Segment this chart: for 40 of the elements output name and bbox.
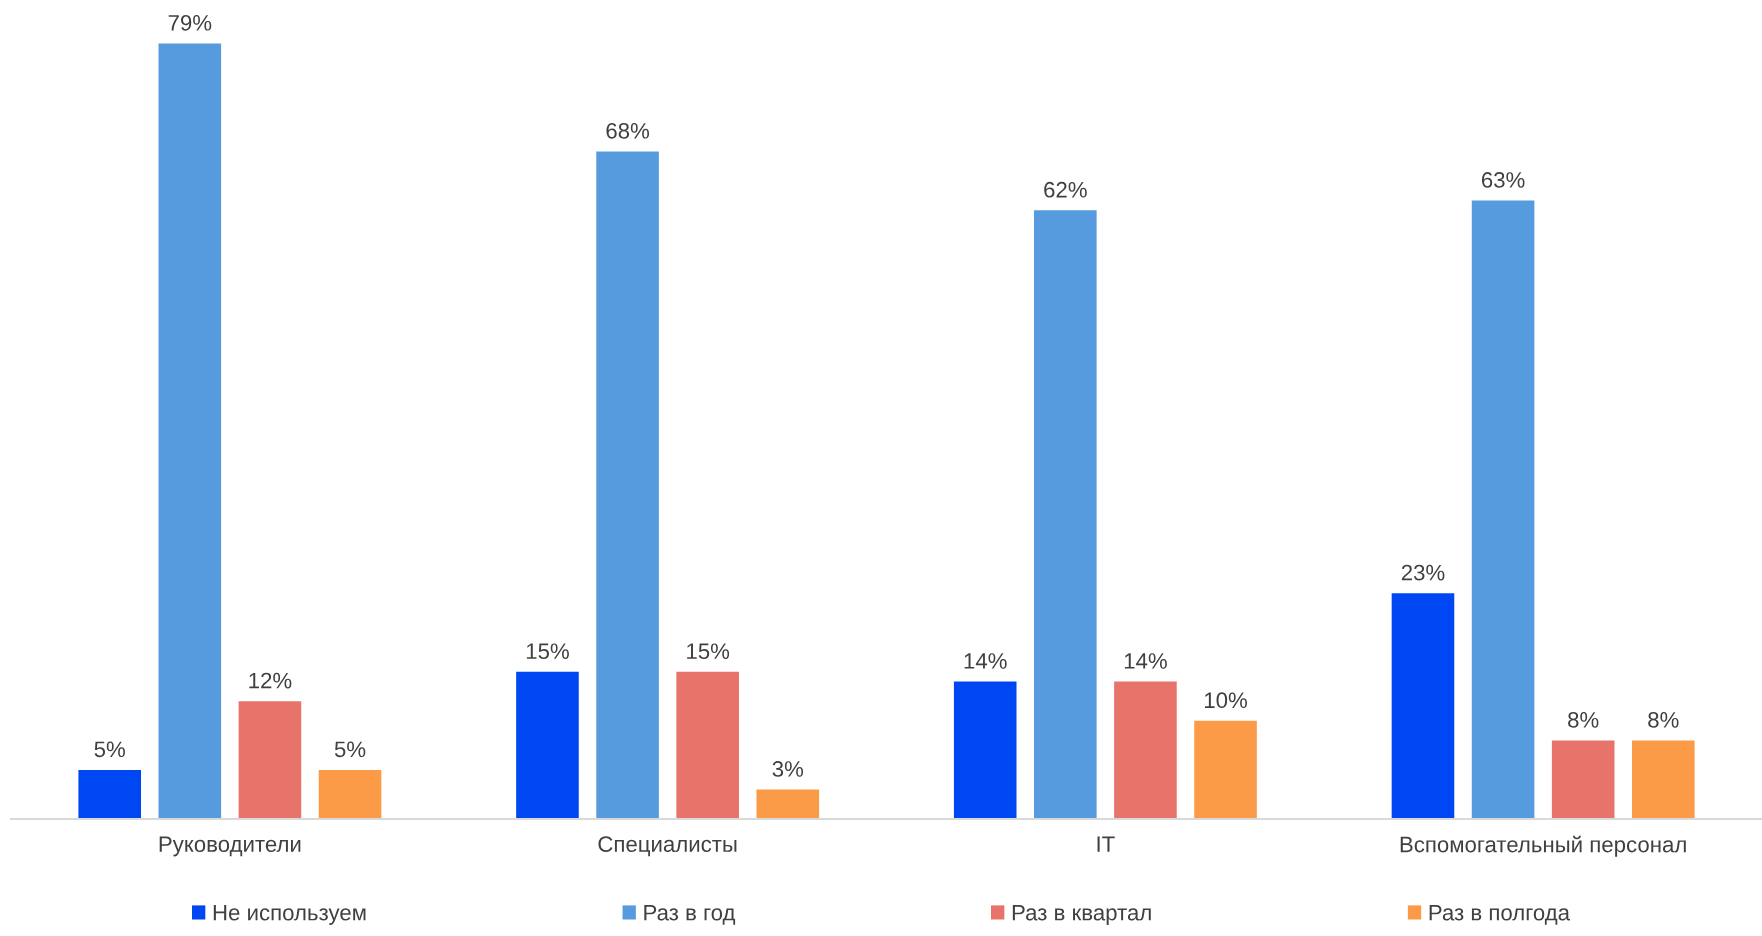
data-label: 63% (1481, 172, 1525, 188)
bar (953, 681, 1017, 819)
data-label: 15% (687, 643, 730, 660)
data-label: 15% (526, 643, 569, 660)
bar (516, 671, 579, 819)
bar (596, 151, 659, 819)
bar (676, 671, 739, 819)
x-tick-label: Вспомогательный персонал (1400, 835, 1686, 857)
legend-label: Не используем (213, 904, 366, 925)
data-label: 12% (249, 672, 292, 689)
data-label: 23% (1401, 564, 1445, 581)
x-tick-label: Специалисты (598, 836, 737, 857)
data-label: 79% (168, 14, 212, 31)
data-label: 14% (1124, 653, 1167, 669)
bar (1194, 720, 1257, 819)
data-label: 3% (772, 761, 804, 777)
bar (1631, 740, 1695, 819)
data-label: 5% (94, 741, 125, 758)
data-label: 10% (1204, 692, 1247, 709)
bar (1114, 681, 1177, 819)
bar (318, 769, 382, 819)
bar (238, 701, 302, 819)
legend-label: Раз в квартал (1012, 904, 1151, 925)
x-tick-label: IT (1097, 836, 1115, 852)
bar (1471, 200, 1535, 819)
bar (1391, 593, 1455, 819)
legend-label: Раз в полгода (1429, 904, 1571, 925)
bar (78, 769, 142, 819)
bar (756, 789, 820, 819)
data-label: 62% (1044, 181, 1087, 198)
x-tick-label: Руководители (159, 836, 301, 857)
data-label: 68% (606, 122, 650, 139)
legend-label: Раз в год (644, 904, 736, 925)
data-label: 14% (964, 653, 1007, 669)
data-label: 8% (1568, 712, 1599, 728)
bar (158, 43, 222, 819)
bar (1551, 740, 1615, 819)
data-label: 8% (1648, 712, 1679, 728)
data-label: 5% (334, 741, 366, 758)
bar (1034, 210, 1097, 819)
